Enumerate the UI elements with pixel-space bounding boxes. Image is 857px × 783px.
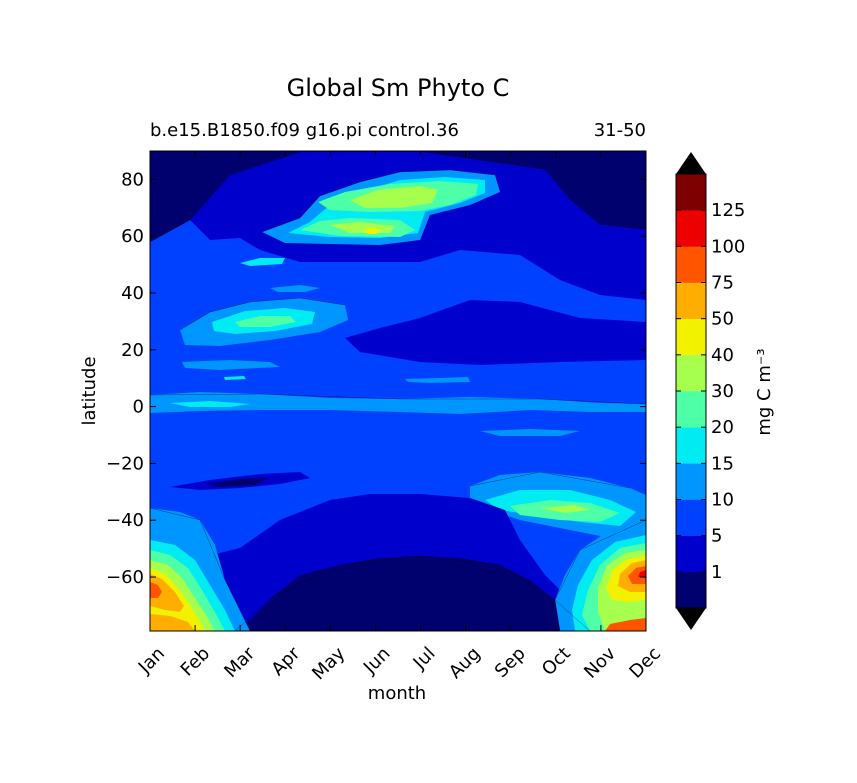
colorbar-band xyxy=(676,282,706,319)
colorbar-band xyxy=(676,210,706,247)
contour-south-front-30-40 xyxy=(540,505,590,513)
contour-south-bloom-right-base xyxy=(605,618,646,631)
y-tick-label: 80 xyxy=(121,169,144,190)
x-tick-label: Oct xyxy=(538,643,575,680)
x-tick-label: Dec xyxy=(626,643,665,682)
colorbar-band xyxy=(676,535,706,573)
contour-equator-15-20 xyxy=(170,401,250,407)
colorbar-tick-label: 30 xyxy=(711,381,734,402)
y-tick-label: −40 xyxy=(106,510,144,531)
colorbar-band xyxy=(676,174,706,211)
colorbar-tick-label: 100 xyxy=(711,236,745,257)
colorbar-tick-label: 50 xyxy=(711,309,734,330)
colorbar-tick-label: 40 xyxy=(711,345,734,366)
contour-south-bloom-left-base xyxy=(150,614,195,631)
y-tick-label: 60 xyxy=(121,226,144,247)
contour-field xyxy=(150,151,646,631)
colorbar-band xyxy=(676,571,706,609)
colorbar-tick-label: 75 xyxy=(711,273,734,294)
colorbar-tick-label: 125 xyxy=(711,200,745,221)
colorbar-label-text: mg C m⁻³ xyxy=(754,348,775,435)
colorbar-tick-label: 5 xyxy=(711,526,722,547)
colorbar-band xyxy=(676,463,706,500)
y-tick-label: 40 xyxy=(121,283,144,304)
contour-streak-3 xyxy=(405,377,470,383)
colorbar-extend-min xyxy=(676,608,706,630)
chart-title: Global Sm Phyto C xyxy=(286,74,510,102)
colorbar-tick-label: 1 xyxy=(711,562,722,583)
colorbar-band xyxy=(676,427,706,464)
contour-equator-south-streak xyxy=(480,429,580,436)
colorbar-tick-label: 15 xyxy=(711,453,734,474)
x-tick-label: Jul xyxy=(409,643,440,674)
y-tick-label: −20 xyxy=(106,453,144,474)
colorbar-extend-max xyxy=(676,152,706,174)
x-axis-label: month xyxy=(368,683,426,704)
colorbar-label: mg C m⁻³ xyxy=(754,348,775,435)
contour-south-bloom-right-75-100 xyxy=(628,566,646,584)
x-tick-label: Mar xyxy=(220,643,259,682)
y-axis-label: latitude xyxy=(79,356,100,425)
x-tick-label: Jan xyxy=(134,643,169,678)
contour-north-bloom-30-40b xyxy=(350,186,438,208)
chart-subtitle-years: 31-50 xyxy=(593,120,646,141)
contour-north-polar-low xyxy=(150,151,646,242)
colorbar-band xyxy=(676,354,706,392)
contour-streak-1 xyxy=(182,360,280,370)
colorbar-band xyxy=(676,318,706,356)
x-tick-label: Feb xyxy=(177,643,214,680)
x-tick-label: Nov xyxy=(580,643,620,683)
contour-south-bloom-left-50-75 xyxy=(150,574,184,612)
contour-north-gyre-1-5 xyxy=(345,300,646,365)
contour-south-bloom-right-100-125 xyxy=(638,570,646,578)
x-tick-label: May xyxy=(308,643,349,684)
contour-south-polar-low xyxy=(235,556,590,631)
colorbar-band xyxy=(676,246,706,283)
contour-equator-10-15 xyxy=(150,392,646,414)
contour-subtrop-patch-20-30 xyxy=(235,316,296,327)
contour-streak-5 xyxy=(270,285,320,292)
y-tick-label: 0 xyxy=(133,397,144,418)
contour-streak-4 xyxy=(240,258,285,266)
y-axis: −60 −40 −20 0 20 40 60 80 xyxy=(106,169,646,588)
contour-south-bloom-left-75-100 xyxy=(150,582,162,598)
x-tick-label: Jun xyxy=(359,643,394,678)
plot-frame xyxy=(149,150,647,632)
colorbar-tick-label: 20 xyxy=(711,417,734,438)
contour-lines xyxy=(150,151,646,631)
y-tick-label: −60 xyxy=(106,567,144,588)
contour-north-bloom-40-50 xyxy=(364,228,380,234)
x-tick-label: Apr xyxy=(267,643,304,680)
colorbar-band xyxy=(676,499,706,536)
chart-subtitle-case: b.e15.B1850.f09 g16.pi control.36 xyxy=(150,120,459,141)
contour-streak-2 xyxy=(224,376,246,380)
colorbar-tick-label: 10 xyxy=(711,490,734,511)
y-tick-label: 20 xyxy=(121,340,144,361)
x-tick-label: Aug xyxy=(445,643,485,683)
colorbar-band xyxy=(676,391,706,428)
x-tick-label: Sep xyxy=(491,643,530,682)
contour-south-gyre-1-5b xyxy=(205,478,270,487)
